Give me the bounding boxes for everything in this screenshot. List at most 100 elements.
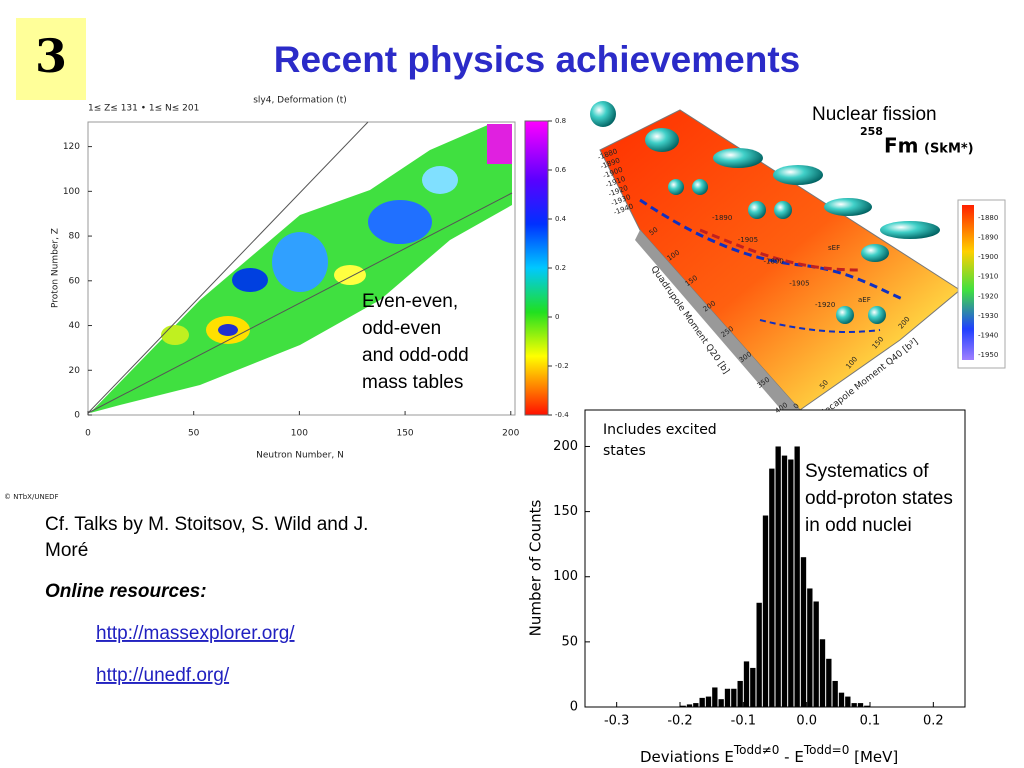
x-tick-label: -0.1: [731, 714, 756, 729]
bar: [857, 703, 864, 707]
bar: [813, 601, 819, 707]
credit: © NTbX/UNEDF: [4, 493, 59, 501]
map-blob: [161, 325, 189, 345]
colorbar-ticks: -1880: [978, 214, 998, 222]
bar: [743, 661, 750, 707]
bar: [762, 515, 769, 707]
path-label: sEF: [828, 244, 840, 252]
path-line: [639, 198, 906, 302]
colorbar-ticks: -1890: [978, 234, 998, 242]
slide-number: 3: [35, 29, 67, 83]
colorbar-tick-label: 0.8: [555, 117, 566, 125]
x-label-part: Todd≠0: [733, 743, 780, 757]
x-tick-label: 150: [396, 429, 413, 439]
colorbar-tick-label: 0: [555, 313, 559, 321]
fission-surface: [590, 101, 1006, 420]
bar: [781, 455, 788, 707]
colorbar-tick-label: 0.4: [555, 215, 567, 223]
map-blob: [218, 324, 238, 336]
bar: [750, 667, 756, 707]
annotation: Includes excited: [603, 422, 717, 438]
map-x-label: Neutron Number, N: [256, 451, 344, 461]
bar: [712, 687, 718, 707]
bar: [794, 446, 800, 707]
x-tick-label: 0.0: [796, 714, 817, 729]
caption-line: odd-even: [362, 318, 441, 339]
y-tick-label: 0: [570, 700, 578, 715]
map-blob: [334, 265, 366, 285]
shapes: [590, 101, 940, 324]
y-axis-label: Number of Counts: [527, 500, 545, 637]
annotation: states: [603, 443, 646, 459]
x-label-part: [MeV]: [849, 748, 898, 766]
bar: [737, 680, 743, 707]
slide-title: Recent physics achievements: [274, 39, 800, 80]
bar: [699, 697, 705, 707]
map-header: 1≤ Z≤ 131 • 1≤ N≤ 201: [88, 104, 199, 114]
histogram-caption: odd-proton states: [805, 488, 953, 509]
bar: [693, 703, 699, 707]
q20-ticks: 50: [648, 226, 660, 238]
histogram-frame: [584, 409, 966, 708]
x-tick-label: 0.1: [860, 714, 881, 729]
histogram-caption: Systematics of: [805, 461, 929, 482]
colorbar-tick-label: 0.2: [555, 264, 566, 272]
map-title: sly4, Deformation (t): [253, 96, 347, 106]
colorbar-ticks: -1920: [978, 292, 998, 300]
x-axis-label: Deviations ETodd≠0 - ETodd=0 [MeV]: [640, 743, 898, 766]
mass-number: 258: [860, 125, 883, 138]
bar: [819, 639, 826, 707]
bar: [832, 680, 838, 707]
caption-line: mass tables: [362, 372, 463, 393]
x-label-part: Deviations E: [640, 748, 734, 766]
x-label-part: Todd=0: [803, 743, 850, 757]
caption-line: Even-even,: [362, 291, 458, 312]
y-tick-label: 60: [69, 276, 81, 286]
contour-labels: -1890: [712, 214, 732, 222]
bar: [731, 688, 737, 707]
colorbar: [524, 120, 549, 416]
colorbar-ticks: -1930: [978, 312, 998, 320]
link[interactable]: http://massexplorer.org/: [96, 623, 295, 644]
x-tick-label: 100: [291, 429, 308, 439]
badge: [16, 18, 86, 100]
colorbar-ticks: -1940: [978, 331, 998, 339]
colorbar-ticks: -1910: [978, 273, 998, 281]
map-blob: [232, 268, 268, 292]
y-tick-label: 200: [553, 439, 578, 454]
bar: [838, 692, 845, 707]
talks: Moré: [45, 540, 88, 561]
map-line: [87, 192, 513, 414]
link[interactable]: http://unedf.org/: [96, 665, 230, 686]
q40-ticks: 0: [792, 402, 801, 411]
y-tick-label: 100: [63, 187, 80, 197]
path-label: aEF: [858, 296, 871, 304]
colorbar-ticks: -1950: [978, 351, 998, 359]
bar: [680, 705, 686, 707]
bar: [718, 699, 724, 707]
map-blob: [368, 200, 432, 244]
map-blob: [422, 166, 458, 194]
colorbar-ticks: -1900: [978, 253, 998, 261]
path-line: [699, 228, 861, 272]
mass-table-map: [87, 120, 549, 416]
bar: [807, 588, 813, 707]
bar: [851, 703, 857, 707]
bar: [769, 468, 775, 707]
x-tick-label: 200: [502, 429, 519, 439]
x-label-part: - E: [779, 748, 803, 766]
y-tick-label: 40: [69, 321, 81, 331]
x-tick-label: -0.3: [604, 714, 629, 729]
bar: [788, 459, 794, 707]
x-tick-label: 50: [188, 429, 200, 439]
talks: Cf. Talks by M. Stoitsov, S. Wild and J.: [45, 514, 368, 535]
y-tick-label: 20: [69, 366, 81, 376]
colorbar-tick-label: -0.2: [555, 362, 569, 370]
histogram-caption: in odd nuclei: [805, 515, 912, 536]
nucleus: Fm: [884, 134, 919, 158]
colorbar-tick-label: 0.6: [555, 166, 567, 174]
path-line: [759, 319, 881, 333]
x-tick-label: 0.2: [923, 714, 944, 729]
x-tick-label: -0.2: [667, 714, 692, 729]
